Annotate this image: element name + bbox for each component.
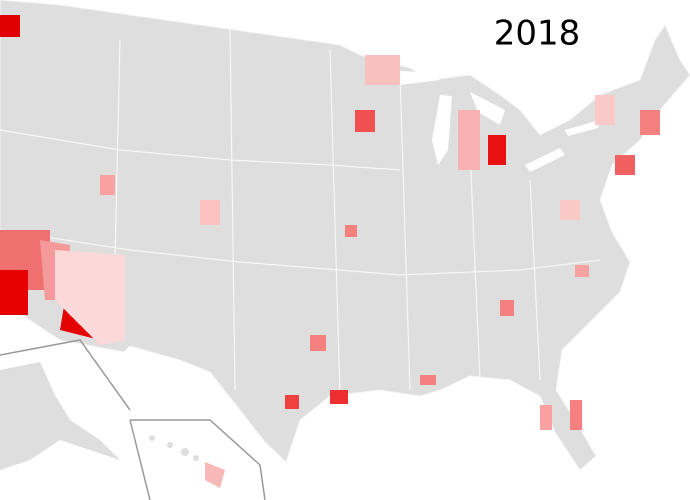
alaska [0, 362, 120, 470]
shaded-counties [0, 15, 660, 430]
lake [565, 120, 600, 136]
hawaii [149, 435, 225, 488]
map-title: 2018 [494, 14, 581, 54]
lake [470, 92, 505, 125]
inset-border [129, 419, 151, 500]
inset-border [130, 419, 266, 500]
lake [432, 95, 452, 165]
inset-border [0, 339, 131, 411]
lake [525, 148, 565, 172]
state-borders [0, 29, 601, 397]
